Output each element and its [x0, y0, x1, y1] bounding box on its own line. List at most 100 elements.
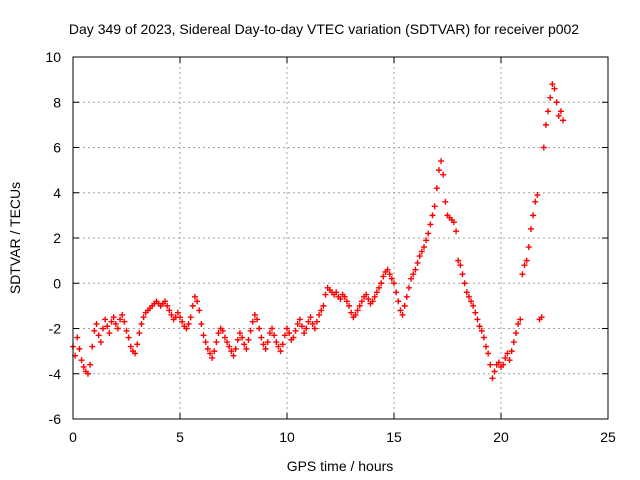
data-point: [521, 262, 528, 269]
data-point: [260, 341, 267, 348]
data-point: [500, 361, 507, 368]
data-point: [275, 343, 282, 350]
data-point: [266, 330, 273, 337]
data-point: [354, 307, 361, 314]
y-tick-label: -6: [49, 411, 62, 427]
data-point: [114, 325, 121, 332]
data-point: [290, 334, 297, 341]
data-point: [117, 316, 124, 323]
data-point: [245, 336, 252, 343]
data-point: [298, 323, 305, 330]
data-point: [504, 350, 511, 357]
data-point: [530, 212, 537, 219]
data-point: [412, 266, 419, 273]
data-point: [264, 339, 271, 346]
data-point: [540, 144, 547, 151]
data-point: [453, 228, 460, 235]
data-point: [527, 225, 534, 232]
data-point: [215, 330, 222, 337]
data-point: [429, 212, 436, 219]
x-axis-label: GPS time / hours: [287, 458, 394, 474]
data-point: [189, 302, 196, 309]
data-point: [209, 354, 216, 361]
grid-layer: [73, 57, 608, 419]
data-point: [247, 327, 254, 334]
data-point: [251, 311, 258, 318]
data-point: [425, 230, 432, 237]
data-point: [534, 192, 541, 199]
data-point: [127, 343, 134, 350]
data-point: [378, 280, 385, 287]
data-point: [538, 314, 545, 321]
data-point: [393, 289, 400, 296]
data-point: [433, 185, 440, 192]
data-point: [491, 368, 498, 375]
data-point: [468, 298, 475, 305]
data-point: [74, 334, 81, 341]
data-point: [438, 158, 445, 165]
data-point: [119, 311, 126, 318]
data-point: [343, 298, 350, 305]
data-point: [545, 108, 552, 115]
data-point: [174, 309, 181, 316]
data-point: [211, 348, 218, 355]
data-point: [140, 314, 147, 321]
data-point: [474, 316, 481, 323]
data-point: [472, 309, 479, 316]
data-point: [84, 370, 91, 377]
data-point: [221, 334, 228, 341]
data-point: [89, 343, 96, 350]
data-point: [384, 266, 391, 273]
data-point: [286, 330, 293, 337]
data-point: [403, 293, 410, 300]
data-point: [204, 345, 211, 352]
data-layer: [70, 81, 567, 382]
data-point: [420, 244, 427, 251]
data-point: [303, 325, 310, 332]
data-point: [138, 320, 145, 327]
data-point: [549, 81, 556, 88]
data-point: [395, 298, 402, 305]
data-point: [356, 302, 363, 309]
y-tick-label: 10: [45, 49, 61, 65]
data-point: [365, 296, 372, 303]
data-point: [480, 334, 487, 341]
data-point: [463, 289, 470, 296]
data-point: [91, 327, 98, 334]
data-point: [241, 341, 248, 348]
chart-title: Day 349 of 2023, Sidereal Day-to-day VTE…: [69, 21, 579, 37]
data-point: [196, 307, 203, 314]
data-point: [459, 271, 466, 278]
data-point: [284, 325, 290, 332]
data-point: [397, 307, 404, 314]
data-point: [168, 311, 175, 318]
data-point: [234, 336, 241, 343]
data-point: [525, 244, 532, 251]
data-point: [273, 339, 280, 346]
x-tick-label: 5: [176, 429, 184, 445]
data-point: [435, 167, 442, 174]
data-point: [110, 314, 117, 321]
data-point: [93, 320, 100, 327]
data-point: [166, 307, 173, 314]
data-point: [414, 259, 421, 266]
data-point: [256, 325, 263, 332]
data-point: [134, 341, 141, 348]
y-tick-label: 6: [53, 140, 61, 156]
data-point: [478, 327, 485, 334]
data-point: [104, 323, 111, 330]
data-point: [219, 327, 226, 334]
data-point: [194, 298, 201, 305]
data-point: [388, 275, 395, 282]
data-point: [560, 117, 567, 124]
data-point: [489, 375, 496, 382]
data-point: [106, 330, 113, 337]
data-point: [455, 257, 462, 264]
data-point: [177, 314, 183, 321]
data-point: [191, 293, 198, 300]
data-point: [320, 302, 327, 309]
data-point: [258, 334, 265, 341]
data-point: [369, 298, 376, 305]
